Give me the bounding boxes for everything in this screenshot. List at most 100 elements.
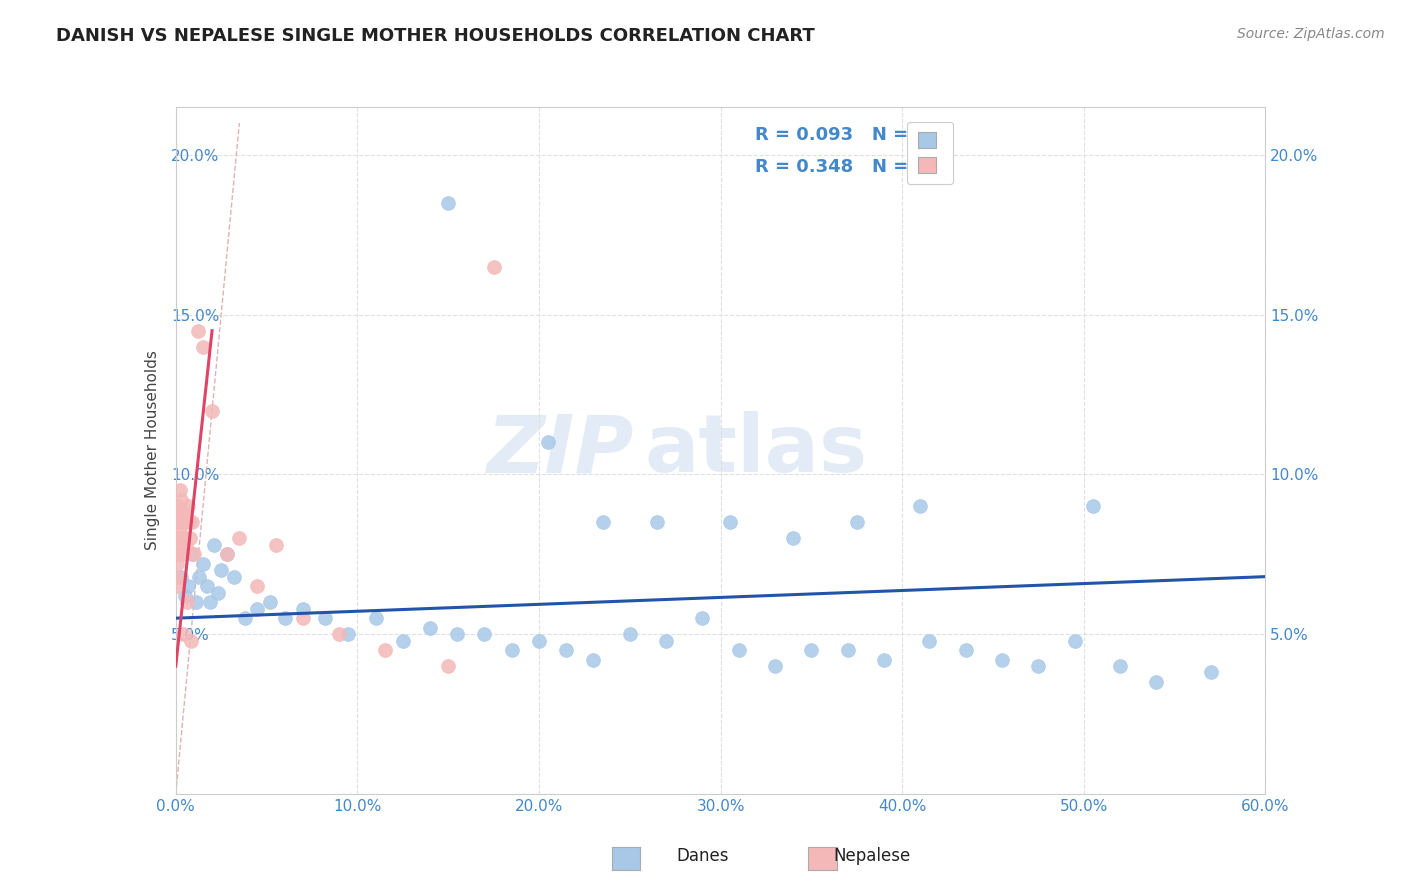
- Point: [692, 611, 714, 625]
- Point: [419, 621, 441, 635]
- Text: Nepalese: Nepalese: [834, 847, 910, 865]
- Point: [166, 569, 188, 583]
- Point: [328, 627, 350, 641]
- Point: [619, 627, 641, 641]
- Point: [172, 627, 194, 641]
- Point: [1028, 659, 1050, 673]
- Point: [166, 547, 188, 561]
- Text: Danes: Danes: [676, 847, 730, 865]
- Point: [174, 516, 197, 530]
- Point: [274, 611, 297, 625]
- Point: [763, 659, 786, 673]
- Point: [501, 643, 523, 657]
- Point: [183, 547, 205, 561]
- Point: [181, 516, 204, 530]
- Point: [184, 595, 207, 609]
- Point: [177, 579, 200, 593]
- Point: [782, 531, 804, 545]
- Text: Source: ZipAtlas.com: Source: ZipAtlas.com: [1237, 27, 1385, 41]
- Point: [195, 579, 218, 593]
- Point: [201, 403, 224, 417]
- Point: [364, 611, 387, 625]
- Point: [845, 516, 868, 530]
- Point: [207, 585, 229, 599]
- Point: [166, 557, 188, 571]
- Text: DANISH VS NEPALESE SINGLE MOTHER HOUSEHOLDS CORRELATION CHART: DANISH VS NEPALESE SINGLE MOTHER HOUSEHO…: [56, 27, 815, 45]
- Point: [1146, 675, 1168, 690]
- Point: [215, 547, 238, 561]
- Point: [170, 493, 193, 508]
- Point: [172, 506, 194, 520]
- Point: [391, 633, 413, 648]
- Point: [291, 611, 314, 625]
- Point: [228, 531, 250, 545]
- Point: [1063, 633, 1085, 648]
- Point: [173, 547, 195, 561]
- Text: atlas: atlas: [644, 411, 868, 490]
- Point: [169, 500, 191, 514]
- Point: [655, 633, 678, 648]
- Point: [169, 524, 191, 539]
- Point: [174, 538, 197, 552]
- Point: [170, 569, 193, 583]
- Point: [555, 643, 578, 657]
- Text: ZIP: ZIP: [486, 411, 633, 490]
- Point: [188, 569, 211, 583]
- Point: [264, 538, 287, 552]
- Point: [200, 595, 222, 609]
- Point: [800, 643, 823, 657]
- Point: [474, 627, 496, 641]
- Point: [246, 579, 269, 593]
- Point: [169, 483, 191, 498]
- Point: [170, 506, 193, 520]
- Point: [645, 516, 668, 530]
- Y-axis label: Single Mother Households: Single Mother Households: [145, 351, 160, 550]
- Point: [837, 643, 859, 657]
- Point: [718, 516, 741, 530]
- Point: [191, 557, 214, 571]
- Point: [955, 643, 977, 657]
- Point: [167, 538, 190, 552]
- Point: [167, 579, 190, 593]
- Point: [337, 627, 360, 641]
- Point: [186, 324, 209, 338]
- Point: [177, 516, 200, 530]
- Point: [527, 633, 550, 648]
- Point: [437, 195, 460, 210]
- Point: [191, 340, 214, 354]
- Text: R = 0.348   N = 39: R = 0.348 N = 39: [755, 159, 941, 177]
- Point: [179, 531, 201, 545]
- Point: [1081, 500, 1104, 514]
- Point: [209, 563, 232, 577]
- Legend: , : ,: [907, 121, 953, 184]
- Point: [873, 653, 896, 667]
- Point: [172, 531, 194, 545]
- Point: [259, 595, 281, 609]
- Point: [233, 611, 256, 625]
- Point: [537, 435, 560, 450]
- Point: [1109, 659, 1132, 673]
- Point: [215, 547, 238, 561]
- Point: [1199, 665, 1222, 680]
- Point: [991, 653, 1014, 667]
- Point: [246, 601, 269, 615]
- Point: [437, 659, 460, 673]
- Point: [446, 627, 468, 641]
- Point: [374, 643, 396, 657]
- Point: [291, 601, 314, 615]
- Point: [176, 595, 198, 609]
- Point: [176, 500, 198, 514]
- Point: [180, 633, 202, 648]
- Point: [202, 538, 225, 552]
- Point: [167, 531, 190, 545]
- Text: R = 0.093   N = 55: R = 0.093 N = 55: [755, 126, 939, 144]
- Point: [181, 547, 204, 561]
- Point: [727, 643, 749, 657]
- Point: [167, 516, 190, 530]
- Point: [222, 569, 245, 583]
- Point: [314, 611, 336, 625]
- Point: [592, 516, 614, 530]
- Point: [582, 653, 605, 667]
- Point: [173, 531, 195, 545]
- Point: [482, 260, 505, 274]
